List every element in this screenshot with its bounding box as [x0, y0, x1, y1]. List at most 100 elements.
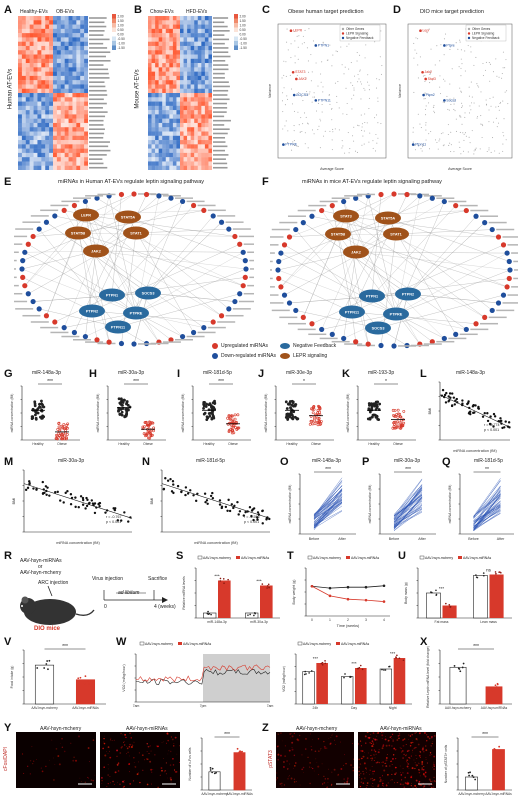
gene-point [503, 118, 505, 120]
heatmap-cell [18, 84, 23, 89]
paired-line [393, 497, 423, 516]
cell-signal [293, 778, 296, 780]
data-point [60, 437, 63, 441]
network-edge [280, 233, 339, 287]
heatmap-cell [201, 45, 206, 51]
heatmap-cell [151, 84, 156, 89]
gene-point [305, 94, 307, 96]
gene-point [455, 42, 457, 44]
legend-dot [341, 36, 345, 40]
gene-point [490, 151, 492, 153]
gene-point [367, 74, 369, 76]
cell-signal [425, 757, 427, 758]
x-axis-label: Average Score [448, 167, 472, 171]
heatmap-cell [162, 148, 166, 154]
gene-point [449, 98, 451, 100]
gene-point [303, 42, 305, 44]
heatmap-cell [60, 80, 65, 85]
cell-signal [376, 761, 379, 764]
cell-signal [276, 772, 278, 774]
data-point [211, 767, 214, 770]
data-point [57, 422, 61, 425]
heatmap-cell [49, 33, 54, 38]
y-axis-label: miRNA concentration (fM) [264, 394, 268, 433]
cell-signal [376, 742, 378, 744]
heatmap-cell [84, 165, 88, 170]
cell-signal [393, 748, 395, 750]
gene-point [289, 74, 291, 76]
heatmap-cell [172, 45, 177, 51]
network-edge [85, 214, 244, 286]
heatmap-cell [53, 67, 58, 72]
heatmap-cell [53, 110, 58, 115]
cell-signal [431, 737, 433, 739]
gene-point [447, 133, 449, 136]
gene-point [458, 66, 460, 68]
heatmap-cell [21, 101, 26, 107]
heatmap-cell [37, 157, 42, 162]
cell-signal [381, 747, 384, 750]
heatmap-cell [21, 152, 26, 158]
gene-point [334, 82, 336, 84]
heatmap-cell [151, 45, 156, 51]
heatmap-cell [169, 157, 174, 162]
gene-point [287, 142, 289, 144]
cell-signal [84, 781, 87, 784]
cell-signal [431, 753, 433, 756]
data-point [448, 392, 452, 395]
heatmap-cell [37, 110, 42, 115]
heatmap-cell [80, 118, 85, 124]
heatmap-cell [176, 161, 181, 166]
cell-signal [402, 740, 403, 742]
data-point [93, 502, 97, 505]
heatmap-cell [158, 16, 163, 21]
heatmap-cell [68, 58, 73, 64]
cell-signal [291, 748, 294, 751]
heatmap-cell [84, 157, 88, 162]
heatmap-cell [49, 20, 54, 25]
gene-point [321, 103, 323, 106]
heatmap-cell [21, 148, 26, 154]
mirna-label-mark [232, 308, 251, 310]
heatmap-cell [155, 58, 159, 64]
heatmap-cell [60, 135, 65, 141]
heatmap-cell [158, 161, 163, 166]
heatmap-cell [49, 93, 54, 98]
gene-point [374, 150, 377, 152]
heatmap-cell [176, 16, 181, 21]
cell-signal [417, 769, 420, 771]
heatmap-cell [41, 28, 46, 34]
cell-signal [433, 764, 435, 766]
cell-signal [132, 744, 134, 746]
heatmap-cell [197, 140, 202, 145]
heatmap-cell [72, 135, 77, 141]
cell-signal [293, 732, 295, 734]
network-edge [74, 205, 93, 312]
heatmap-cell [68, 152, 73, 158]
gene-point [428, 148, 431, 150]
heatmap-cell [148, 37, 152, 42]
cell-signal [165, 773, 167, 775]
heatmap-cell [41, 101, 46, 107]
mirna-label-mark [14, 268, 16, 270]
cell-signal [422, 747, 424, 750]
x-axis-label: miRNA concentration (fM) [56, 541, 100, 545]
heatmap-cell [60, 93, 65, 98]
data-point [63, 434, 67, 438]
group-label: Obese [311, 442, 321, 446]
heatmap-cell [72, 122, 77, 128]
heatmap-cell [172, 127, 177, 132]
network-edge [395, 229, 493, 235]
heatmap-cell [25, 88, 30, 94]
y-axis-label: miRNA concentration (fM) [10, 394, 14, 433]
mirna-up-node [71, 202, 78, 209]
heatmap-cell [64, 148, 69, 154]
panel-j-plot: miRNA concentration (fM)Healthy Obese* [264, 379, 334, 446]
heatmap-cell [84, 37, 88, 42]
mirna-up-node [300, 314, 306, 320]
gene-point [297, 58, 299, 60]
heatmap-cell [64, 37, 69, 42]
gene-point [336, 101, 338, 103]
gene-point [433, 112, 436, 114]
sig-label: ns [486, 568, 492, 573]
